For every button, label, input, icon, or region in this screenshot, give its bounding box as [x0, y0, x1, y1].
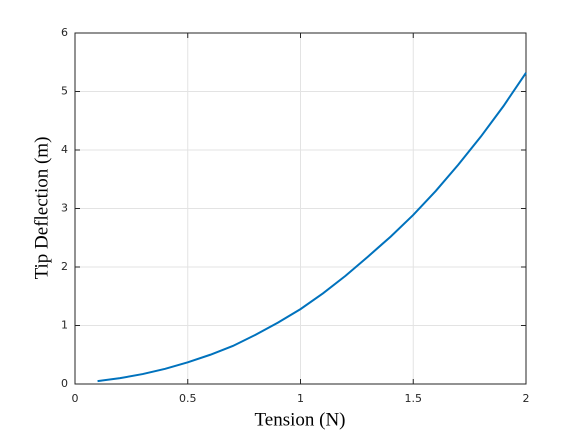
y-tick-label: 5 [61, 85, 68, 98]
axes-box [74, 32, 527, 385]
data-line [97, 72, 527, 383]
x-axis-label: Tension (N) [254, 409, 345, 430]
y-axis-label: Tip Deflection (m) [31, 137, 52, 280]
y-tick-label: 0 [61, 377, 68, 390]
x-tick-label: 2 [523, 392, 530, 405]
x-tick-label: 1.5 [405, 392, 423, 405]
y-tick-label: 6 [61, 26, 68, 39]
x-tick-label: 0 [72, 392, 79, 405]
y-tick-label: 3 [61, 202, 68, 215]
x-tick-label: 1 [297, 392, 304, 405]
y-tick-label: 4 [61, 143, 68, 156]
y-tick-label: 1 [61, 319, 68, 332]
x-tick-label: 0.5 [179, 392, 197, 405]
y-tick-label: 2 [61, 260, 68, 273]
